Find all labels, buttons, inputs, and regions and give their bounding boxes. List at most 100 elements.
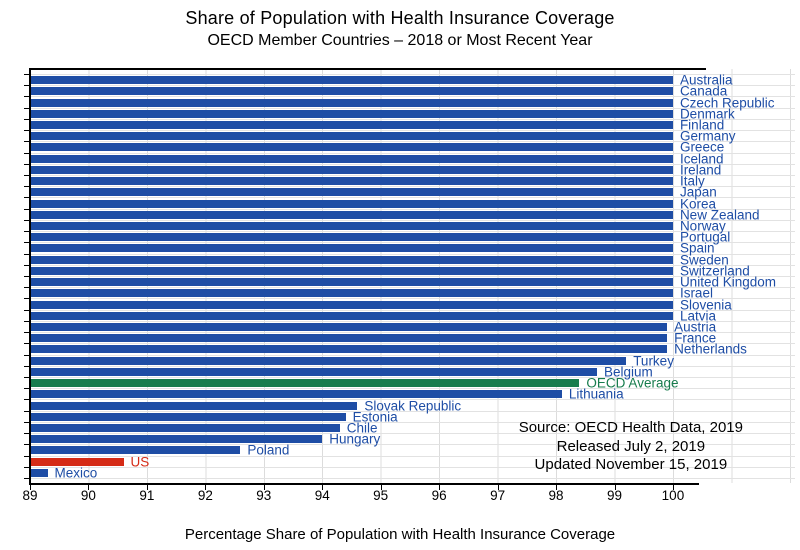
- bar-label: France: [674, 330, 717, 346]
- bar: [30, 278, 673, 287]
- bar-row: OECD Average: [30, 375, 795, 391]
- bar: [30, 199, 673, 208]
- y-axis-tick: [24, 85, 29, 87]
- bar-label: Slovenia: [679, 296, 732, 312]
- bar-label: Estonia: [352, 409, 398, 425]
- bar-row: US: [30, 455, 795, 468]
- bar: [30, 334, 668, 343]
- x-axis-tick-label: 100: [661, 488, 685, 503]
- bar: [30, 468, 48, 477]
- bar: [30, 423, 340, 432]
- y-axis-tick: [24, 354, 29, 356]
- bar-row: Ireland: [30, 162, 795, 178]
- bar: [30, 356, 627, 365]
- bar-row: Mexico: [30, 465, 795, 481]
- bar-row: Czech Republic: [30, 94, 795, 110]
- bar-label: OECD Average: [586, 375, 679, 391]
- y-axis-tick: [24, 478, 29, 479]
- bar: [30, 289, 673, 298]
- x-axis-tick-label: 98: [548, 488, 564, 503]
- bar-row: France: [30, 330, 795, 346]
- y-axis-tick: [24, 152, 29, 154]
- source-note: Source: OECD Health Data, 2019 Released …: [519, 419, 743, 475]
- x-axis-tick-label: 95: [373, 488, 389, 503]
- bar-label: Finland: [679, 117, 725, 133]
- bar: [30, 87, 673, 96]
- bar-label: Korea: [679, 195, 716, 211]
- bar-row: Greece: [30, 141, 795, 154]
- bar: [30, 188, 673, 197]
- y-axis-tick: [24, 388, 29, 390]
- bar: [30, 412, 346, 421]
- bar-label: Czech Republic: [679, 94, 775, 110]
- y-axis-tick: [24, 141, 29, 143]
- chart-subtitle: OECD Member Countries – 2018 or Most Rec…: [207, 32, 593, 49]
- x-axis-tick: [672, 485, 674, 490]
- bar: [30, 401, 358, 410]
- bar-row: Canada: [30, 85, 795, 98]
- y-axis-tick: [24, 253, 29, 255]
- bar-row: Slovak Republic: [30, 399, 795, 412]
- bar: [30, 379, 580, 388]
- y-axis-tick: [24, 197, 29, 199]
- bar: [30, 143, 673, 152]
- bar-row: Iceland: [30, 152, 795, 165]
- bar: [30, 76, 673, 85]
- y-axis-tick: [24, 343, 29, 345]
- y-axis-tick: [24, 365, 29, 367]
- x-axis-tick-label: 89: [22, 488, 38, 503]
- y-axis-tick: [24, 163, 29, 165]
- source-line: Updated November 15, 2019: [534, 456, 728, 474]
- x-axis-tick: [30, 485, 31, 490]
- bar-row: Italy: [30, 173, 795, 189]
- bar-label: Netherlands: [674, 341, 747, 357]
- y-axis-tick: [24, 455, 29, 457]
- bar-row: Finland: [30, 117, 795, 133]
- bar: [30, 311, 673, 320]
- bar-label: Mexico: [54, 465, 98, 481]
- y-axis-tick: [24, 118, 29, 120]
- y-axis-tick: [24, 231, 29, 233]
- y-axis-tick: [24, 96, 29, 98]
- bar-label: Ireland: [679, 162, 722, 178]
- bar-label: Chile: [346, 420, 378, 436]
- x-axis-tick-label: 96: [431, 488, 447, 503]
- bar-row: Belgium: [30, 365, 795, 378]
- y-axis-tick: [24, 298, 29, 300]
- bar-label: Italy: [679, 173, 705, 189]
- y-axis-line: [29, 68, 31, 485]
- x-axis-tick-label: 90: [80, 488, 96, 503]
- y-axis-tick: [24, 287, 29, 289]
- bar-label: Turkey: [633, 352, 674, 368]
- y-axis-tick: [24, 242, 29, 244]
- bar-row: Portugal: [30, 230, 795, 243]
- y-axis-tick: [24, 421, 29, 423]
- x-axis-tick: [88, 485, 90, 490]
- bar-label: Latvia: [679, 308, 716, 324]
- bar-row: Germany: [30, 129, 795, 142]
- bar: [30, 244, 673, 253]
- bar-row: Israel: [30, 285, 795, 301]
- bar-row: Denmark: [30, 106, 795, 122]
- bar-row: Switzerland: [30, 264, 795, 277]
- y-axis-tick: [24, 320, 29, 322]
- bar: [30, 177, 673, 186]
- bar: [30, 255, 673, 264]
- bar: [30, 221, 673, 230]
- bar-label: Denmark: [679, 106, 735, 122]
- bar-row: Sweden: [30, 253, 795, 266]
- bar-label: Israel: [679, 285, 713, 301]
- bar-label: Norway: [679, 218, 726, 234]
- x-axis-tick: [205, 485, 207, 490]
- source-line: Source: OECD Health Data, 2019: [518, 419, 743, 436]
- bar-row: Turkey: [30, 352, 795, 368]
- bar: [30, 435, 323, 444]
- bar-label: Hungary: [329, 431, 381, 447]
- bar: [30, 233, 673, 242]
- bar: [30, 132, 673, 141]
- chart-title: Share of Population with Health Insuranc…: [185, 8, 615, 28]
- bar: [30, 165, 673, 174]
- bar-row: Latvia: [30, 308, 795, 324]
- bar-row: Austria: [30, 320, 795, 333]
- bar-row: New Zealand: [30, 208, 795, 221]
